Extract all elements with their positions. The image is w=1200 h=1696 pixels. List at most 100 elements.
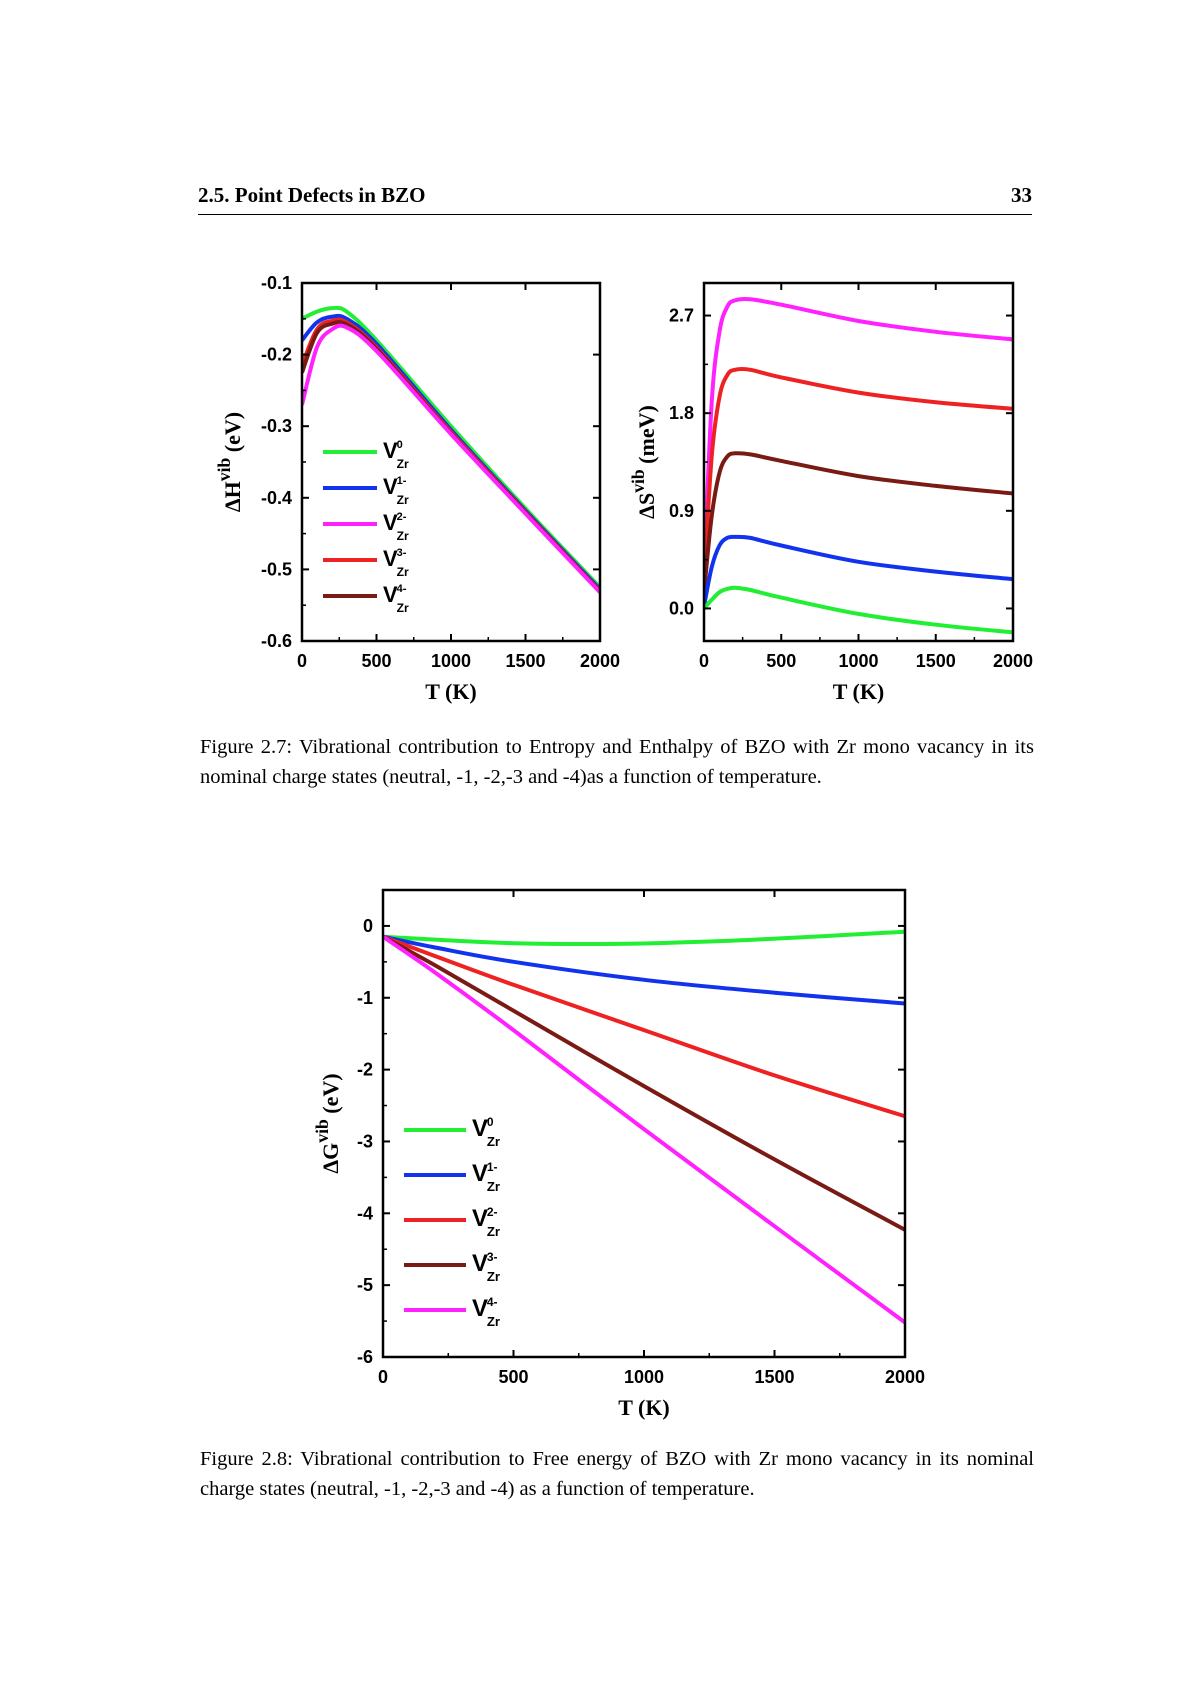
y-tick-label: -3 <box>357 1131 373 1151</box>
legend-superscript: 4- <box>397 583 407 595</box>
x-tick-label: 1000 <box>838 651 878 671</box>
legend-subscript: Zr <box>397 565 409 579</box>
y-axis-superscript: vib <box>628 469 648 493</box>
legend-superscript: 2- <box>397 511 407 523</box>
legend-label: V2- Zr <box>383 510 409 543</box>
series-line-3 <box>704 534 1013 607</box>
legend-base: V <box>383 474 398 499</box>
y-tick-label: -0.5 <box>261 559 292 579</box>
series-line-1 <box>704 366 1013 582</box>
x-tick-label: 2000 <box>885 1367 925 1387</box>
y-tick-label: -5 <box>357 1275 373 1295</box>
y-tick-label: -4 <box>357 1203 373 1223</box>
y-tick-label: -6 <box>357 1347 373 1367</box>
y-axis-title: ΔHvib (eV) <box>214 412 245 512</box>
figure-2-8-caption: Figure 2.8: Vibrational contribution to … <box>200 1448 1034 1500</box>
y-tick-label: 0.0 <box>669 598 694 618</box>
legend-base: V <box>472 1160 488 1187</box>
section-title: 2.5. Point Defects in BZO <box>198 183 426 207</box>
y-axis-unit: (eV) <box>318 1073 343 1119</box>
x-tick-label: 1500 <box>916 651 956 671</box>
series-line-2 <box>302 317 600 593</box>
y-axis-symbol: ΔG <box>318 1143 343 1174</box>
x-tick-label: 0 <box>699 651 709 671</box>
legend-label: V3- Zr <box>472 1250 500 1284</box>
legend-label: V1- Zr <box>383 474 409 507</box>
legend-label: V4- Zr <box>472 1295 500 1329</box>
legend-superscript: 2- <box>487 1205 498 1219</box>
legend-base: V <box>383 582 398 607</box>
series-line-4 <box>383 935 905 1325</box>
x-tick-label: 1500 <box>505 651 545 671</box>
series-line-4 <box>302 323 600 594</box>
legend-superscript: 3- <box>397 547 407 559</box>
y-axis-superscript: vib <box>312 1119 332 1143</box>
x-tick-label: 2000 <box>580 651 620 671</box>
y-tick-label: -1 <box>357 988 373 1008</box>
legend-subscript: Zr <box>487 1314 500 1329</box>
figure-2-7-caption: Figure 2.7: Vibrational contribution to … <box>200 736 1034 788</box>
legend-label: V3- Zr <box>383 546 409 579</box>
y-tick-label: -0.3 <box>261 416 292 436</box>
series-line-2 <box>383 934 905 1119</box>
legend-subscript: Zr <box>397 529 409 543</box>
y-axis-symbol: ΔS <box>634 493 659 519</box>
y-tick-label: 1.8 <box>669 403 694 423</box>
y-axis-title: ΔSvib (meV) <box>628 405 659 519</box>
legend-label: V0 Zr <box>383 438 409 471</box>
y-tick-label: -0.1 <box>261 273 292 293</box>
legend-label: V0 Zr <box>472 1115 500 1149</box>
legend-subscript: Zr <box>487 1269 500 1284</box>
legend-subscript: Zr <box>397 601 409 615</box>
series-line-0 <box>383 929 905 947</box>
legend-base: V <box>472 1250 488 1277</box>
running-header: 2.5. Point Defects in BZO 33 <box>198 180 1032 215</box>
legend-superscript: 0 <box>397 439 403 451</box>
legend-subscript: Zr <box>487 1134 500 1149</box>
page-number: 33 <box>1011 183 1032 207</box>
x-tick-label: 1000 <box>431 651 471 671</box>
legend-subscript: Zr <box>487 1179 500 1194</box>
x-axis-title: T (K) <box>425 679 477 704</box>
legend-superscript: 0 <box>487 1115 494 1129</box>
legend-superscript: 1- <box>397 475 407 487</box>
legend-base: V <box>383 510 398 535</box>
x-tick-label: 0 <box>378 1367 388 1387</box>
y-axis-superscript: vib <box>214 458 234 482</box>
x-axis-title: T (K) <box>833 679 885 704</box>
series-line-0 <box>704 296 1013 576</box>
legend-subscript: Zr <box>487 1224 500 1239</box>
x-tick-label: 1000 <box>624 1367 664 1387</box>
legend-base: V <box>472 1295 488 1322</box>
y-axis-title: ΔGvib (eV) <box>312 1073 343 1173</box>
y-tick-label: -0.2 <box>261 345 292 365</box>
y-tick-label: -2 <box>357 1060 373 1080</box>
legend-label: V4- Zr <box>383 582 409 615</box>
x-tick-label: 0 <box>297 651 307 671</box>
series-line-3 <box>383 934 905 1232</box>
legend-superscript: 1- <box>487 1160 498 1174</box>
x-tick-label: 1500 <box>754 1367 794 1387</box>
x-tick-label: 2000 <box>993 651 1033 671</box>
legend-label: V1- Zr <box>472 1160 500 1194</box>
chart-dH: 0 500 1000 1500 2000 -0.1 -0.2 -0.3 -0.4 -0.5 -0.6… <box>214 273 620 704</box>
series-line-2 <box>704 451 1013 593</box>
plot-frame <box>381 888 907 1359</box>
legend-superscript: 3- <box>487 1250 498 1264</box>
y-axis-symbol: ΔH <box>220 481 245 512</box>
legend-base: V <box>472 1205 488 1232</box>
chart-dG: 0 500 1000 1500 2000 0 -1 -2 -3 -4 -5 -6 T (K) ΔGvib … <box>312 888 925 1420</box>
legend-base: V <box>383 546 398 571</box>
plot-frame <box>300 281 602 643</box>
y-tick-label: 0 <box>363 916 373 936</box>
x-axis-title: T (K) <box>618 1395 670 1420</box>
x-tick-label: 500 <box>766 651 796 671</box>
series-line-1 <box>383 934 905 1006</box>
y-axis-unit: (eV) <box>220 412 245 458</box>
legend-base: V <box>472 1115 488 1142</box>
y-tick-label: -0.6 <box>261 631 292 651</box>
legend-label: V2- Zr <box>472 1205 500 1239</box>
y-tick-label: -0.4 <box>261 488 292 508</box>
y-tick-label: 2.7 <box>669 306 694 326</box>
